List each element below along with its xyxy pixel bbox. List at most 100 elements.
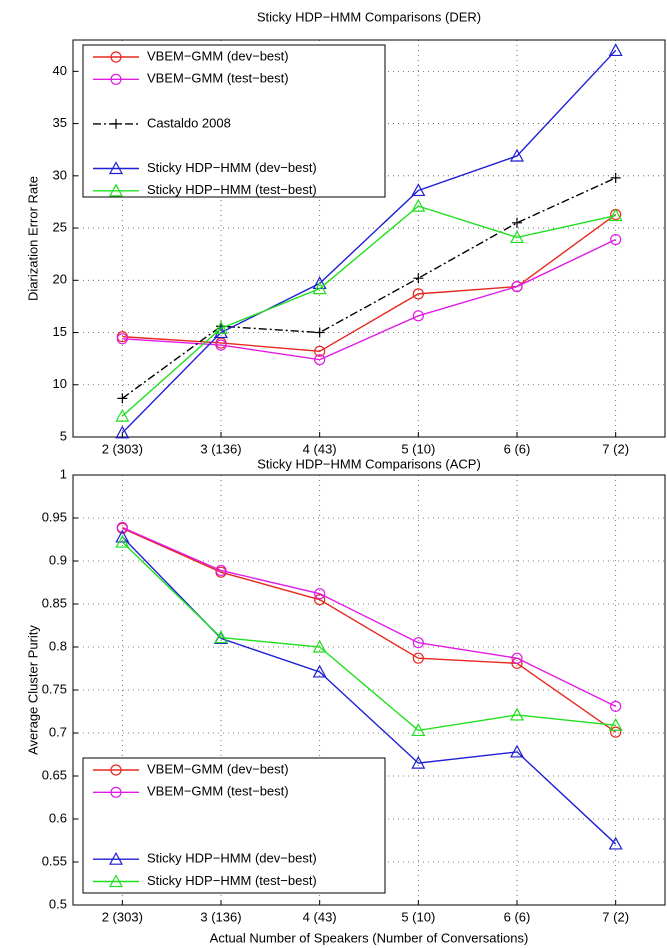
series-line xyxy=(121,205,616,417)
marker xyxy=(110,51,122,63)
y-tick-label: 5 xyxy=(60,428,67,443)
marker xyxy=(511,652,523,664)
series-line xyxy=(121,49,617,434)
y-tick-label: 40 xyxy=(53,63,67,78)
marker xyxy=(116,521,128,534)
marker xyxy=(111,118,121,129)
marker xyxy=(509,707,525,721)
legend-label: Sticky HDP−HMM (test−best) xyxy=(147,182,317,197)
legend-box xyxy=(82,757,386,894)
axes-frame xyxy=(72,39,666,438)
x-axis-label: Actual Number of Speakers (Number of Con… xyxy=(210,930,529,945)
x-tick-label: 4 (43) xyxy=(303,441,337,456)
marker xyxy=(115,408,130,422)
y-axis-label: Diarization Error Rate xyxy=(25,176,40,301)
y-tick-label: 0.85 xyxy=(42,595,67,610)
x-tick-label: 4 (43) xyxy=(303,909,337,924)
marker xyxy=(115,425,130,439)
y-tick-label: 30 xyxy=(53,167,67,182)
marker xyxy=(314,594,326,606)
x-tick-label: 7 (2) xyxy=(602,909,629,924)
marker xyxy=(412,310,424,322)
marker xyxy=(412,652,424,664)
series-line xyxy=(121,541,616,732)
legend-label: VBEM−GMM (dev−best) xyxy=(147,761,289,776)
series-line xyxy=(121,177,616,399)
y-tick-label: 0.7 xyxy=(49,724,67,739)
marker xyxy=(509,230,525,244)
marker xyxy=(116,333,128,345)
marker xyxy=(412,288,424,300)
marker xyxy=(610,726,622,738)
y-tick-label: 0.5 xyxy=(49,896,67,911)
y-tick-label: 0.65 xyxy=(42,767,67,782)
marker xyxy=(110,786,122,798)
marker xyxy=(312,664,327,678)
marker xyxy=(610,233,622,246)
y-tick-label: 35 xyxy=(53,115,67,130)
legend-label: Sticky HDP−HMM (dev−best) xyxy=(147,851,317,866)
marker xyxy=(215,339,227,351)
y-tick-label: 0.75 xyxy=(42,681,67,696)
y-tick-label: 20 xyxy=(53,272,67,287)
marker xyxy=(314,354,326,366)
marker xyxy=(215,564,227,577)
marker xyxy=(411,198,426,212)
series-line xyxy=(122,527,617,733)
x-tick-label: 5 (10) xyxy=(401,909,435,924)
axes-frame xyxy=(72,474,666,906)
marker xyxy=(608,836,623,850)
marker xyxy=(108,183,124,197)
marker xyxy=(314,327,325,338)
marker xyxy=(314,345,326,357)
legend-label: Castaldo 2008 xyxy=(147,115,231,130)
marker xyxy=(511,280,523,293)
y-tick-label: 25 xyxy=(53,219,67,234)
x-tick-label: 3 (136) xyxy=(200,909,241,924)
marker xyxy=(314,588,326,600)
series-line xyxy=(122,526,616,707)
y-tick-label: 15 xyxy=(53,324,67,339)
y-tick-label: 10 xyxy=(53,376,67,391)
marker xyxy=(213,325,229,339)
marker xyxy=(608,208,623,222)
chart-title: Sticky HDP−HMM Comparisons (DER) xyxy=(257,9,481,24)
y-tick-label: 0.8 xyxy=(49,638,67,653)
marker xyxy=(108,874,124,888)
legend-label: VBEM−GMM (dev−best) xyxy=(147,48,289,63)
series-line xyxy=(122,213,617,353)
marker xyxy=(108,851,124,865)
legend-label: VBEM−GMM (test−best) xyxy=(147,71,289,86)
y-tick-label: 0.95 xyxy=(42,509,67,524)
marker xyxy=(110,73,122,85)
marker xyxy=(312,281,327,295)
marker xyxy=(115,534,130,548)
chart-title: Sticky HDP−HMM Comparisons (ACP) xyxy=(257,456,481,471)
marker xyxy=(608,718,623,731)
x-tick-label: 2 (303) xyxy=(102,441,143,456)
marker xyxy=(108,161,124,175)
series-line xyxy=(122,238,616,361)
x-tick-label: 5 (10) xyxy=(401,441,435,456)
y-axis-label: Average Cluster Purity xyxy=(25,625,40,755)
marker xyxy=(512,217,522,228)
marker xyxy=(411,755,426,769)
marker xyxy=(110,764,122,776)
x-tick-label: 6 (6) xyxy=(504,441,531,456)
y-tick-label: 0.6 xyxy=(49,810,67,825)
marker xyxy=(411,723,426,737)
y-tick-label: 0.9 xyxy=(49,552,67,567)
marker xyxy=(412,637,424,649)
marker xyxy=(411,183,426,197)
marker xyxy=(509,744,525,758)
marker xyxy=(115,529,130,543)
marker xyxy=(213,321,229,334)
marker xyxy=(413,273,424,284)
marker xyxy=(610,172,621,183)
x-tick-label: 7 (2) xyxy=(602,441,629,456)
x-tick-label: 3 (136) xyxy=(200,441,241,456)
marker xyxy=(509,148,525,162)
x-tick-label: 2 (303) xyxy=(102,909,143,924)
legend-label: VBEM−GMM (test−best) xyxy=(147,784,289,799)
